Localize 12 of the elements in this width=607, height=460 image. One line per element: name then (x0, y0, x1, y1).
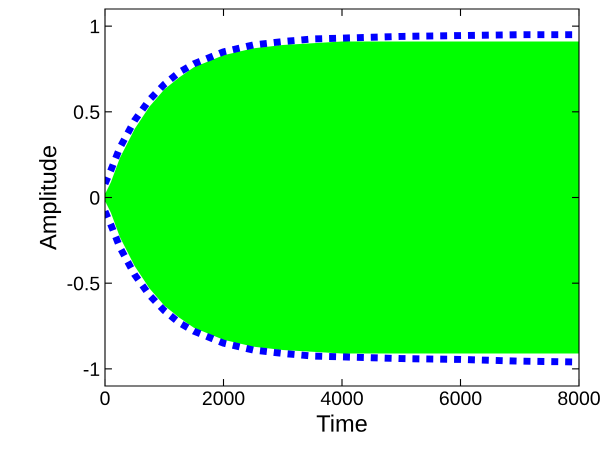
x-axis-title: Time (316, 414, 367, 432)
x-tick-label: 0 (100, 391, 110, 406)
x-tick-label: 4000 (320, 391, 363, 406)
y-tick-label: -1 (84, 362, 100, 376)
x-tick-label: 2000 (202, 391, 244, 406)
y-tick-label: 1 (90, 20, 100, 34)
x-tick-label: 8000 (558, 391, 600, 406)
x-tick-label: 6000 (440, 391, 482, 406)
y-axis-title: Amplitude (39, 146, 62, 250)
y-tick-label: 0 (90, 190, 100, 205)
y-tick-label: 0.5 (74, 105, 100, 120)
y-tick-label: -0.5 (68, 276, 100, 290)
